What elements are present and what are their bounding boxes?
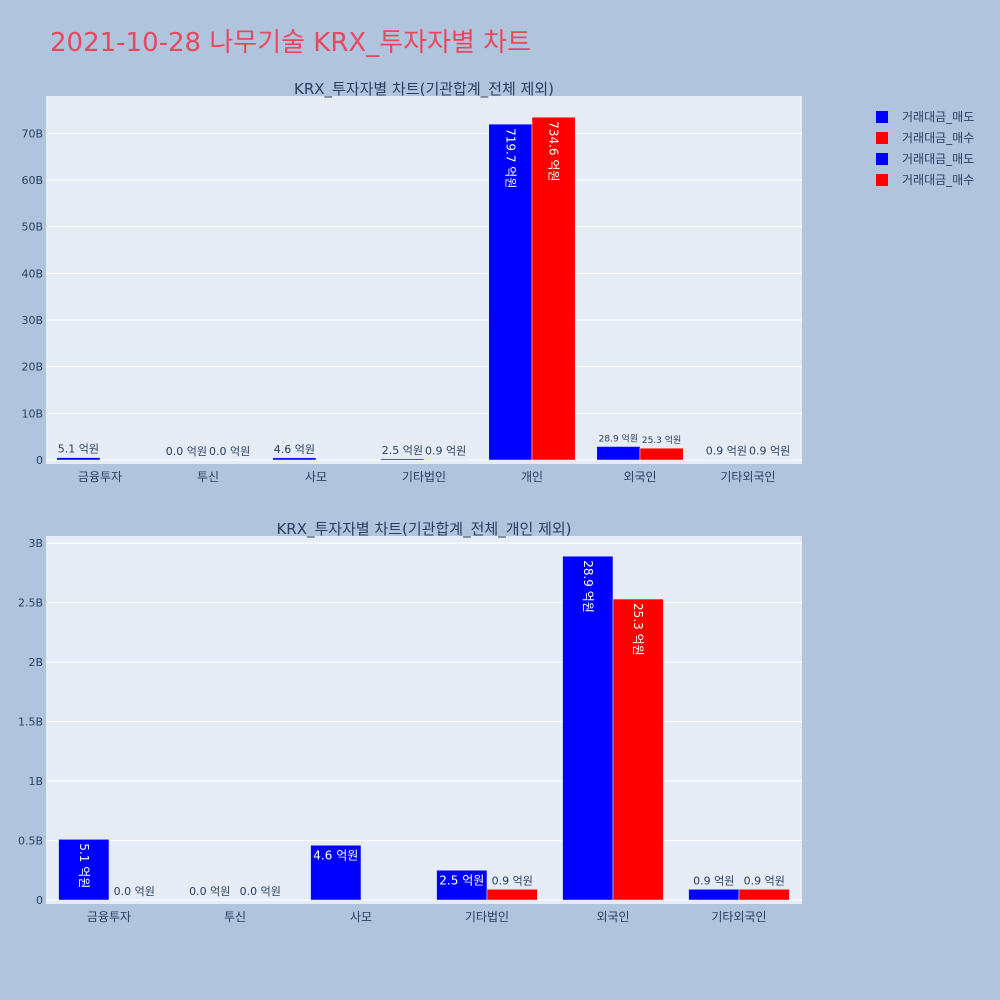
data-label: 5.1 억원 [77,843,91,888]
y-tick-label: 3B [28,537,43,550]
page-title: 2021-10-28 나무기술 KRX_투자자별 차트 [50,28,532,58]
y-tick-label: 10B [21,407,43,420]
legend-item[interactable]: 거래대금_매수 [876,169,974,190]
legend-swatch [876,173,888,186]
data-label: 4.6 억원 [274,443,315,456]
y-tick-label: 0 [36,454,43,467]
legend-label: 거래대금_매수 [902,173,975,187]
data-label: 734.6 억원 [547,121,561,181]
y-tick-label: 20B [21,361,43,374]
bar [436,870,488,901]
y-tick-label: 60B [21,174,43,187]
bar [531,116,576,461]
bar [639,447,684,461]
x-tick-label: 금융투자 [87,910,131,924]
data-label: 0.9 억원 [749,445,790,458]
x-tick-label: 외국인 [596,910,629,924]
data-label: 28.9 억원 [581,560,595,613]
bar [380,458,425,461]
data-label: 0.9 억원 [693,874,734,887]
y-tick-label: 2B [28,656,43,669]
legend-swatch [876,131,888,144]
data-label: 25.3 억원 [642,434,681,446]
bar [688,889,740,901]
bar [486,889,538,901]
data-label: 0.0 억원 [189,885,230,898]
x-tick-label: 개인 [521,470,543,484]
chart-title: KRX_투자자별 차트(기관합계_전체 제외) [294,80,554,99]
legend-item[interactable]: 거래대금_매도 [876,148,974,169]
y-tick-label: 40B [21,267,43,280]
x-tick-label: 금융투자 [78,470,122,484]
data-label: 28.9 억원 [599,433,638,445]
legend-swatch [876,152,888,165]
legend-label: 거래대금_매도 [902,152,975,166]
y-tick-label: 70B [21,127,43,140]
data-label: 2.5 억원 [439,873,484,887]
legend-item[interactable]: 거래대금_매수 [876,127,974,148]
data-label: 0.0 억원 [166,445,207,458]
legend-label: 거래대금_매수 [902,131,975,145]
bar [58,839,110,901]
y-tick-label: 0.5B [18,835,43,848]
data-label: 0.9 억원 [744,874,785,887]
data-label: 0.0 억원 [114,885,155,898]
y-tick-label: 50B [21,221,43,234]
x-tick-label: 기타법인 [465,910,509,924]
plot-area [46,536,802,904]
x-tick-label: 사모 [305,470,327,484]
x-tick-label: 외국인 [623,470,656,484]
x-tick-label: 기타법인 [402,470,446,484]
bar [596,446,641,461]
y-tick-label: 2.5B [18,597,43,610]
chart-title: KRX_투자자별 차트(기관합계_전체_개인 제외) [276,520,571,539]
legend[interactable]: 거래대금_매도 거래대금_매수 거래대금_매도 거래대금_매수 [876,106,974,190]
data-label: 25.3 억원 [631,603,645,656]
legend-item[interactable]: 거래대금_매도 [876,106,974,127]
chart-panel-2: 0 0.5B 1B 1.5B 2B 2.5B 3B KRX_투자자별 차트(기관합계_전체_개… [18,520,802,924]
y-tick-label: 1B [28,775,43,788]
bar [612,598,664,901]
plot-area [46,96,802,464]
chart-panel-1: 0 10B 20B 30B 40B 50B 60B 70B KRX_투자자별 차트(기관합계_전… [21,80,802,484]
legend-label: 거래대금_매도 [902,110,975,124]
x-tick-label: 사모 [350,910,372,924]
legend-swatch [876,110,888,123]
y-tick-label: 1.5B [18,716,43,729]
bar [56,457,101,461]
bar [272,457,317,461]
bar [738,889,790,901]
y-tick-label: 0 [36,894,43,907]
bar [488,123,533,461]
x-tick-label: 투신 [197,470,219,484]
data-label: 0.0 억원 [209,445,250,458]
bar [310,845,362,901]
bar [562,555,614,901]
y-tick-label: 30B [21,314,43,327]
data-label: 0.0 억원 [240,885,281,898]
data-label: 2.5 억원 [382,444,423,457]
data-label: 0.9 억원 [492,874,533,887]
data-label: 719.7 억원 [503,128,517,188]
data-label: 0.9 억원 [425,445,466,458]
x-tick-label: 기타외국인 [711,910,766,924]
x-tick-label: 기타외국인 [720,470,775,484]
data-label: 4.6 억원 [313,848,358,862]
data-label: 5.1 억원 [58,443,99,456]
data-label: 0.9 억원 [706,445,747,458]
x-tick-label: 투신 [224,910,246,924]
